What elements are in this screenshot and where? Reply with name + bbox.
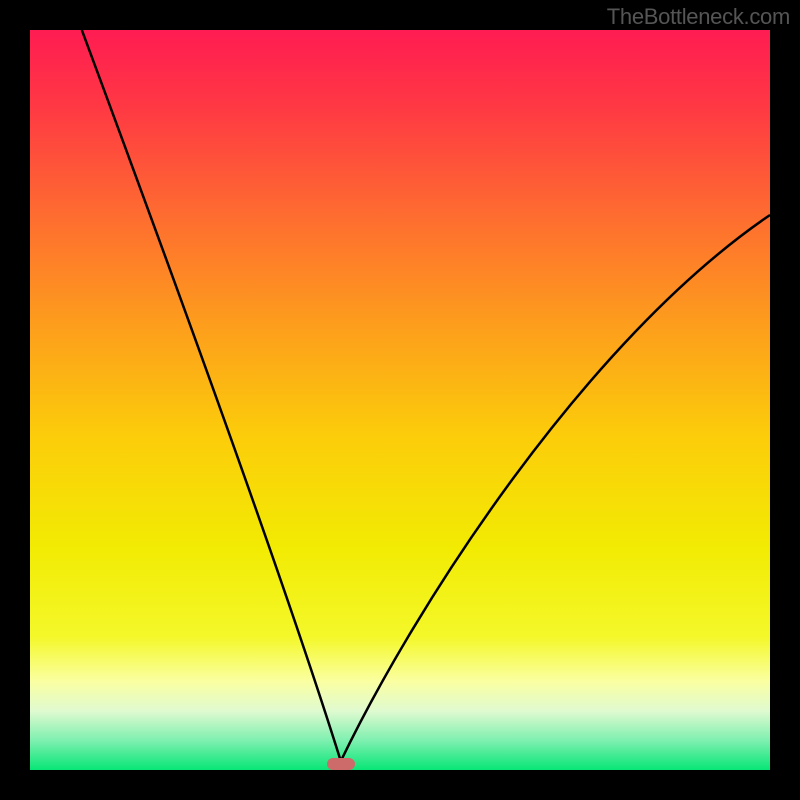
plot-area (30, 30, 770, 770)
chart-container: TheBottleneck.com (0, 0, 800, 800)
watermark-text: TheBottleneck.com (607, 4, 790, 30)
curve (30, 30, 770, 770)
curve-path (82, 30, 770, 761)
vertex-marker (327, 758, 355, 770)
